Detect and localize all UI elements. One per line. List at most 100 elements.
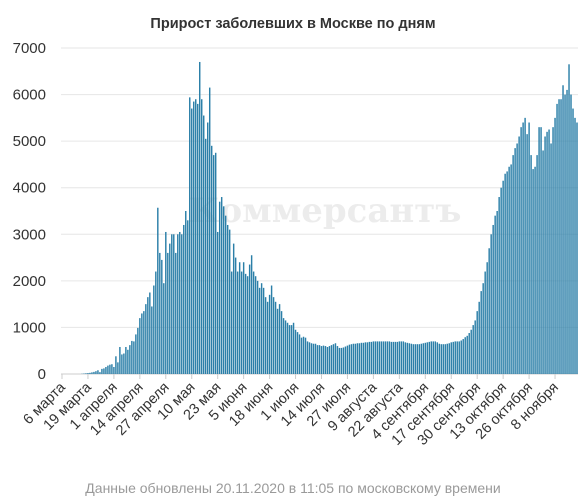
bar — [446, 343, 448, 374]
bar — [468, 333, 470, 374]
bar — [372, 341, 375, 374]
bar — [212, 155, 215, 374]
chart-title: Прирост заболевших в Москве по дням — [150, 16, 435, 32]
bar — [111, 364, 113, 374]
bar — [320, 346, 323, 374]
bar — [312, 343, 315, 374]
bar — [492, 224, 494, 374]
bar — [226, 224, 229, 374]
bar — [512, 155, 514, 374]
bar — [454, 341, 456, 374]
bar — [109, 364, 111, 374]
bar — [276, 308, 279, 374]
bar — [460, 340, 462, 374]
bar — [366, 342, 369, 374]
bar — [404, 342, 407, 374]
bar — [338, 347, 341, 374]
bar — [205, 138, 207, 374]
bar — [370, 341, 373, 374]
bar — [91, 372, 93, 374]
bar — [416, 344, 419, 374]
bar — [165, 231, 167, 374]
bar — [266, 301, 269, 374]
bar — [482, 283, 484, 374]
bar — [558, 99, 560, 374]
bar — [153, 285, 155, 374]
bar — [526, 134, 528, 374]
bar — [133, 341, 135, 374]
bar — [536, 155, 538, 374]
bar — [175, 252, 177, 374]
bar — [410, 343, 413, 374]
bar — [430, 341, 433, 374]
bar — [322, 345, 325, 374]
bar — [334, 343, 337, 374]
bar — [514, 148, 516, 374]
bar — [246, 276, 249, 374]
y-tick-label: 5000 — [13, 133, 46, 150]
bar — [532, 169, 534, 374]
bar — [456, 341, 458, 374]
bar — [450, 342, 452, 374]
bar — [105, 367, 107, 374]
bar — [420, 343, 423, 374]
bar — [288, 325, 291, 374]
bar — [458, 341, 460, 374]
bar — [440, 344, 442, 374]
bar — [157, 207, 159, 374]
bar — [191, 108, 193, 374]
bar — [95, 371, 97, 374]
bar — [129, 345, 131, 374]
bar — [141, 313, 143, 374]
bar — [350, 344, 353, 374]
bar — [402, 341, 405, 374]
bar — [103, 368, 105, 374]
bar — [390, 341, 393, 374]
bar — [203, 115, 205, 374]
bar — [432, 341, 434, 374]
bar — [436, 342, 438, 374]
y-axis: 0 1000 2000 3000 4000 5000 6000 7000 — [13, 40, 46, 383]
bar — [554, 117, 556, 375]
bar — [352, 343, 355, 374]
bar — [414, 344, 417, 374]
bar — [193, 101, 195, 374]
bar — [248, 264, 251, 374]
bar — [444, 344, 446, 374]
bar — [428, 341, 431, 374]
bar — [358, 343, 361, 374]
bar — [242, 262, 245, 374]
bar — [396, 341, 399, 374]
bar — [125, 346, 127, 374]
bar — [236, 271, 239, 374]
bar — [280, 311, 283, 374]
bar — [89, 372, 91, 374]
y-tick-label: 3000 — [13, 226, 46, 243]
bar — [278, 304, 281, 374]
bar — [220, 197, 223, 374]
bar — [330, 345, 333, 374]
bar — [462, 339, 464, 374]
bar — [119, 346, 121, 374]
watermark: Коммерсантъ — [189, 191, 462, 231]
bar — [544, 136, 546, 374]
bar — [542, 150, 544, 374]
bar — [224, 215, 227, 374]
bar — [294, 329, 297, 374]
y-tick-label: 0 — [38, 366, 46, 383]
bar — [121, 354, 123, 374]
bar — [494, 215, 496, 374]
bar — [290, 325, 293, 374]
bar — [123, 353, 125, 374]
bar — [478, 301, 480, 374]
bar — [400, 341, 403, 374]
bar — [137, 327, 139, 374]
bar — [552, 127, 554, 374]
bar — [500, 187, 502, 374]
bar — [179, 231, 181, 374]
bar — [412, 344, 415, 374]
y-tick-label: 2000 — [13, 273, 46, 290]
update-note: Данные обновлены 20.11.2020 в 11:05 по м… — [85, 480, 501, 496]
bar — [356, 343, 359, 374]
